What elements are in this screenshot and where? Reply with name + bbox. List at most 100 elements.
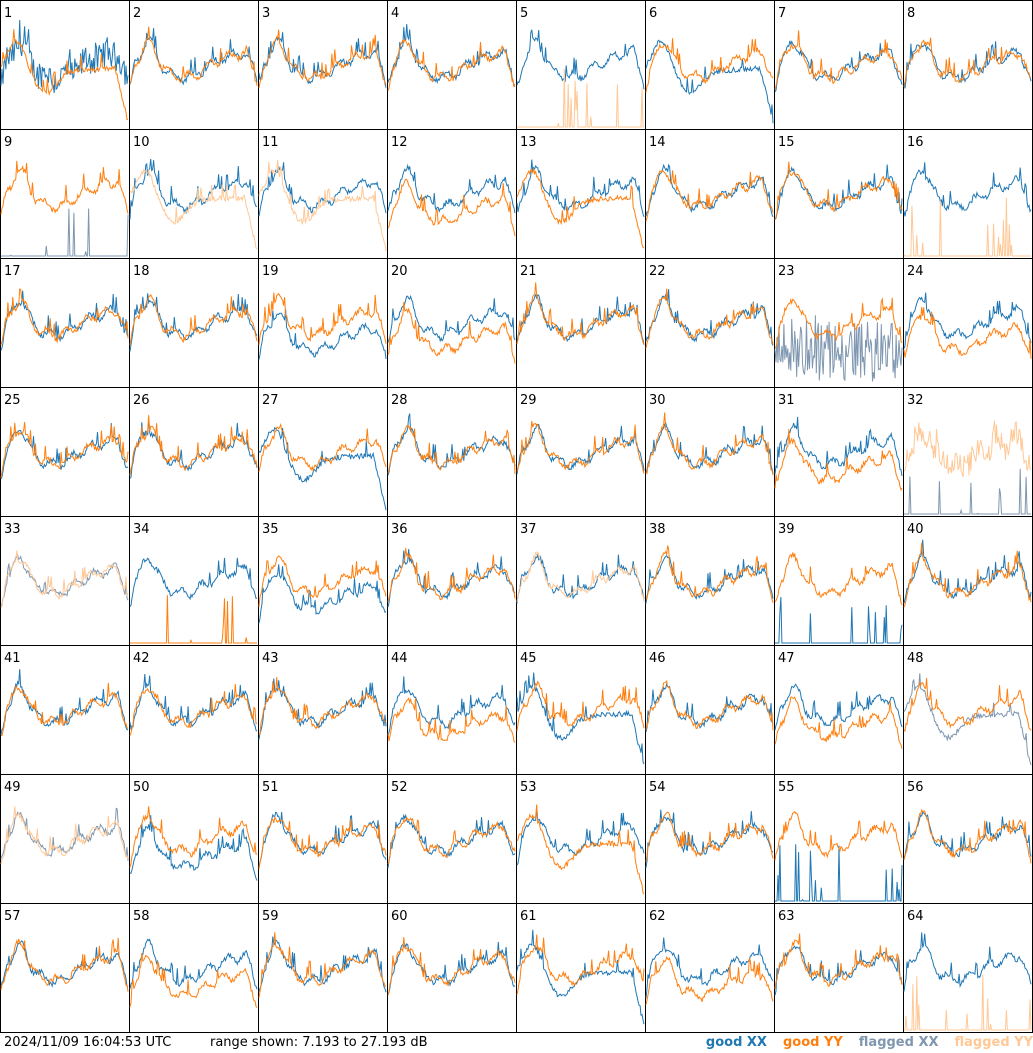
panel-label: 34 <box>133 522 150 537</box>
series-yy-7 <box>774 30 903 90</box>
series-xx-14 <box>645 163 774 218</box>
panel-label: 26 <box>133 393 150 408</box>
panel-frame <box>516 129 646 259</box>
legend-good-xx: good XX <box>705 1035 767 1050</box>
panel-frame <box>0 387 130 517</box>
panel-frame <box>516 516 646 646</box>
panel-55: 55 <box>774 774 904 904</box>
panel-label: 48 <box>907 651 924 666</box>
panel-frame <box>0 0 130 130</box>
panel-frame <box>516 903 646 1033</box>
series-yy-8 <box>903 37 1032 88</box>
panel-label: 63 <box>778 909 795 924</box>
panel-11: 11 <box>258 129 388 259</box>
series-xx-20 <box>387 294 516 343</box>
panel-label: 4 <box>391 6 399 21</box>
panel-frame <box>0 258 130 388</box>
panel-label: 29 <box>520 393 537 408</box>
panel-frame <box>258 645 388 775</box>
panel-label: 43 <box>262 651 279 666</box>
panel-frame <box>258 903 388 1033</box>
panel-label: 52 <box>391 780 408 795</box>
series-xx-18 <box>129 293 258 352</box>
panel-22: 22 <box>645 258 775 388</box>
series-xx-2 <box>129 28 258 86</box>
series-xx-13 <box>516 159 645 218</box>
panel-42: 42 <box>129 645 259 775</box>
panel-label: 28 <box>391 393 408 408</box>
series-yy-13 <box>516 168 645 249</box>
panel-label: 33 <box>4 522 21 537</box>
panel-25: 25 <box>0 387 130 517</box>
panel-frame <box>387 903 517 1033</box>
panel-45: 45 <box>516 645 646 775</box>
series-yy-55 <box>774 810 903 861</box>
series-yy-15 <box>774 161 903 221</box>
legend-flagged-yy: flagged YY <box>954 1035 1033 1050</box>
series-yy-2 <box>129 26 258 86</box>
panel-4: 4 <box>387 0 517 130</box>
series-xx-51 <box>258 811 387 867</box>
series-yy-61 <box>516 934 645 995</box>
panel-64: 64 <box>903 903 1033 1033</box>
legend-good-yy: good YY <box>782 1035 843 1050</box>
series-yy-19 <box>258 292 387 346</box>
panel-label: 19 <box>262 264 279 279</box>
panel-label: 40 <box>907 522 924 537</box>
panel-label: 38 <box>649 522 666 537</box>
series-xx-7 <box>774 40 903 93</box>
series-yy-14 <box>645 169 774 222</box>
series-xx-25 <box>0 423 129 480</box>
panel-label: 60 <box>391 909 408 924</box>
panel-frame <box>774 903 904 1033</box>
panel-16: 16 <box>903 129 1033 259</box>
panel-frame <box>774 129 904 259</box>
panel-frame <box>387 774 517 904</box>
panel-label: 14 <box>649 135 666 150</box>
panel-label: 2 <box>133 6 141 21</box>
series-xx-31 <box>774 416 903 476</box>
panel-49: 49 <box>0 774 130 904</box>
panel-24: 24 <box>903 258 1033 388</box>
panel-label: 18 <box>133 264 150 279</box>
series-yy-62 <box>645 956 774 1005</box>
panel-label: 41 <box>4 651 21 666</box>
series-xx-57 <box>0 940 129 988</box>
panel-23: 23 <box>774 258 904 388</box>
panel-28: 28 <box>387 387 517 517</box>
series-yy-5 <box>517 68 644 128</box>
panel-18: 18 <box>129 258 259 388</box>
series-xx-34 <box>129 557 258 607</box>
panel-label: 36 <box>391 522 408 537</box>
series-yy-53 <box>516 804 645 895</box>
panel-label: 24 <box>907 264 924 279</box>
panel-46: 46 <box>645 645 775 775</box>
panel-frame <box>903 129 1033 259</box>
panel-label: 32 <box>907 393 924 408</box>
footer: 2024/11/09 16:04:53 UTC range shown: 7.1… <box>0 1033 1033 1053</box>
series-yy-29 <box>516 420 645 474</box>
panel-frame <box>258 774 388 904</box>
series-yy-24 <box>903 307 1032 359</box>
series-xx-35 <box>258 564 387 624</box>
panel-47: 47 <box>774 645 904 775</box>
series-xx-47 <box>774 683 903 731</box>
panel-62: 62 <box>645 903 775 1033</box>
panel-38: 38 <box>645 516 775 646</box>
panel-label: 61 <box>520 909 537 924</box>
panel-label: 49 <box>4 780 21 795</box>
series-yy-40 <box>903 542 1032 608</box>
legend: good XX good YY flagged XX flagged YY <box>690 1033 1033 1053</box>
series-yy-38 <box>645 545 774 604</box>
panel-label: 64 <box>907 909 924 924</box>
panel-label: 57 <box>4 909 21 924</box>
panel-label: 12 <box>391 135 408 150</box>
panel-63: 63 <box>774 903 904 1033</box>
panel-label: 6 <box>649 6 657 21</box>
panel-label: 5 <box>520 6 528 21</box>
panel-43: 43 <box>258 645 388 775</box>
legend-flagged-xx: flagged XX <box>858 1035 939 1050</box>
panel-label: 20 <box>391 264 408 279</box>
series-yy-27 <box>258 422 387 473</box>
panel-frame <box>387 0 517 130</box>
